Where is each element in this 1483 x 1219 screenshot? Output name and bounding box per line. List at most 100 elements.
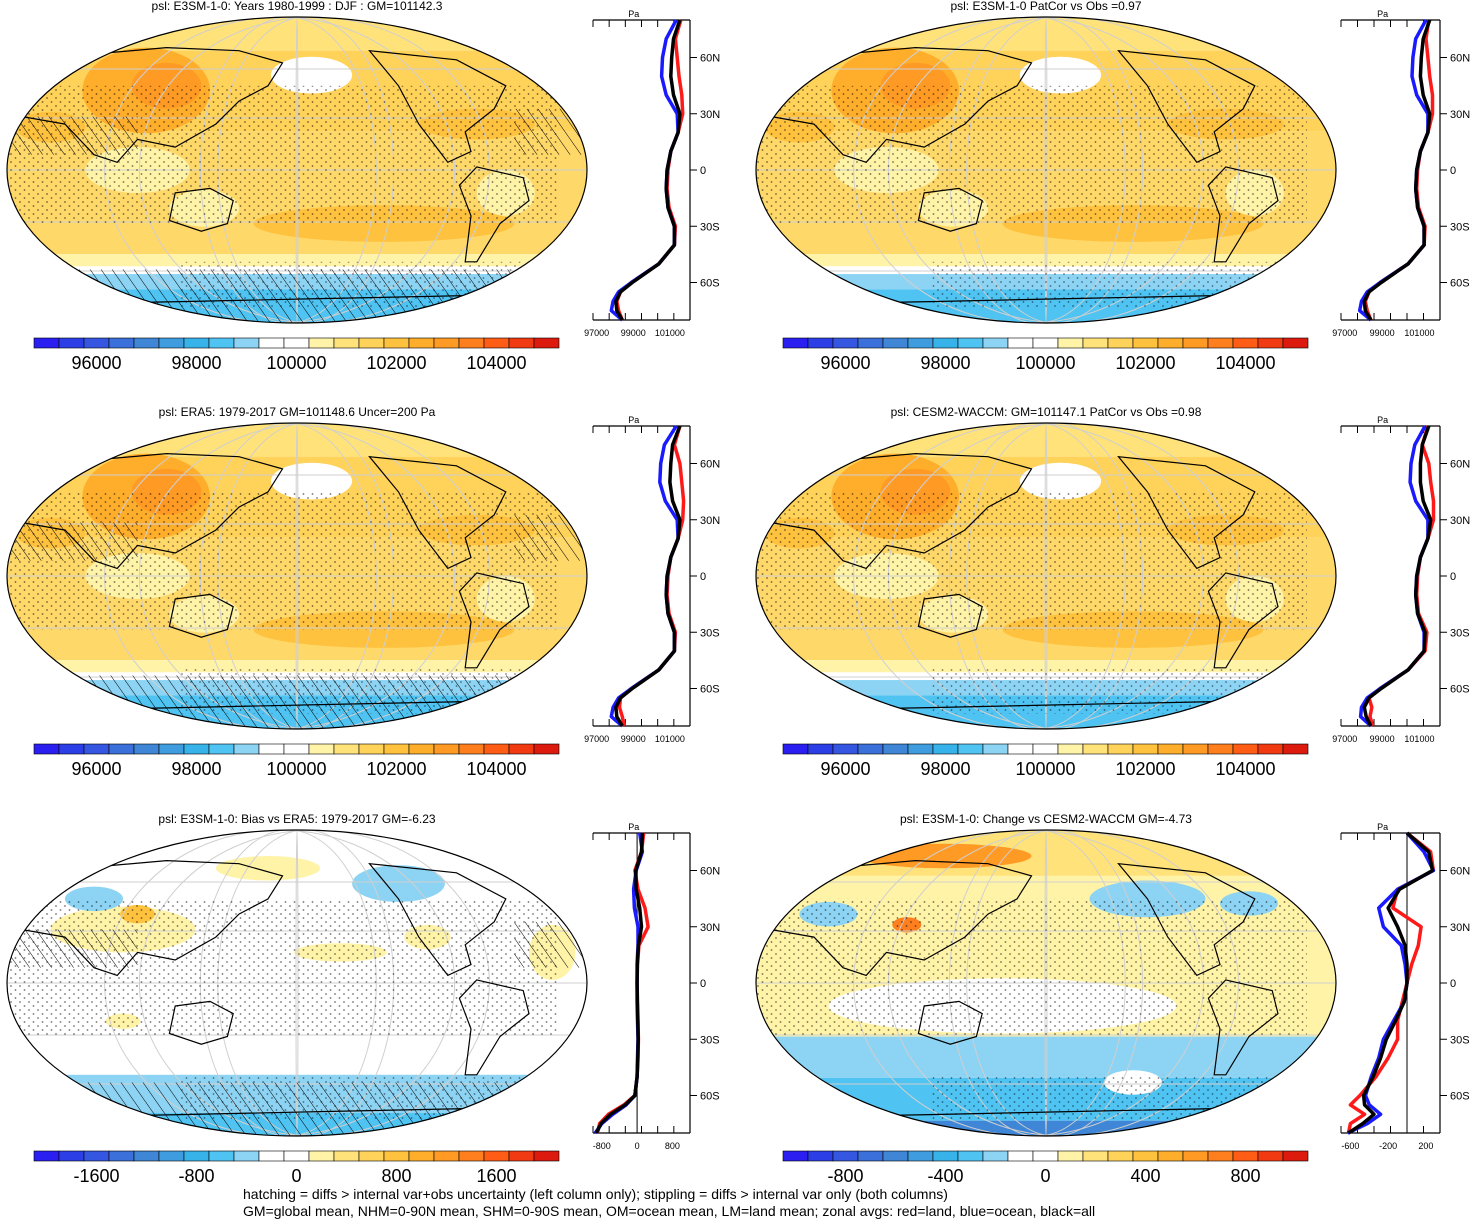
coastline-greenland [1271,852,1308,883]
colorbar-swatch [1107,337,1134,349]
colorbar-tick-label: 104000 [466,759,526,779]
colorbar-swatch [1032,743,1059,755]
field-blob [215,856,321,881]
colorbar-swatch [83,337,110,349]
panel-row2-left: psl: ERA5: 1979-2017 GM=101148.6 Uncer=2… [6,405,720,779]
colorbar-tick-label: 102000 [1115,759,1175,779]
colorbar-swatch [982,743,1009,755]
colorbar-swatch [807,1150,834,1162]
colorbar-swatch [1057,743,1084,755]
colorbar-swatch [108,1150,135,1162]
colorbar-swatch [358,743,385,755]
zonal-y-tick-label: 30N [1450,515,1470,527]
map-border [6,16,588,324]
colorbar-swatch [882,1150,909,1162]
colorbar-swatch [58,337,85,349]
colorbar-swatch [932,337,959,349]
zonal-y-tick-label: 30N [700,109,720,121]
footer-legend-line-1: hatching = diffs > internal var+obs unce… [243,1186,948,1202]
coastline-eurasia [20,46,284,163]
colorbar-swatch [1232,743,1259,755]
map-border [6,422,588,730]
colorbar-tick-label: 400 [1130,1166,1160,1186]
colorbar-swatch [1082,1150,1109,1162]
zonal-x-tick-label: -600 [1341,1141,1359,1151]
map-field [756,17,1336,323]
colorbar-swatch [1232,1150,1259,1162]
zonal-y-tick-label: 60N [700,459,720,471]
colorbar-swatch [1282,337,1309,349]
colorbar-swatch [258,1150,285,1162]
colorbar-swatch [183,1150,210,1162]
colorbar-tick-label: 98000 [171,353,221,373]
zonal-series-all [614,19,682,321]
colorbar-swatch [1007,337,1034,349]
colorbar-swatch [1182,1150,1209,1162]
hatching [514,514,587,561]
hatching [514,921,587,968]
coastline-south-america [458,979,530,1076]
hatching [7,675,587,729]
zonal-x-tick-label: -200 [1379,1141,1397,1151]
colorbar-tick-label: 800 [381,1166,411,1186]
colorbar-swatch [33,743,60,755]
zonal-unit-label: Pa [628,415,639,425]
field-blob [270,56,353,94]
colorbar-swatch [1032,1150,1059,1162]
coastline-north-america [368,49,507,164]
colorbar-swatch [857,743,884,755]
colorbar-swatch [33,337,60,349]
coastline-eurasia [20,859,284,977]
zonal-x-tick-label: 101000 [655,734,685,744]
colorbar-swatch [333,743,360,755]
colorbar-swatch [1157,743,1184,755]
zonal-x-tick-label: 200 [1418,1141,1433,1151]
zonal-series-all [614,425,682,727]
colorbar-swatch [807,337,834,349]
colorbar-swatch [1032,337,1059,349]
colorbar-swatch [383,337,410,349]
colorbar-swatch [183,743,210,755]
colorbar-swatch [108,337,135,349]
coastline-eurasia [20,452,284,570]
zonal-series-land [617,425,686,727]
colorbar-swatch [33,1150,60,1162]
stippling [756,85,1307,224]
colorbar-swatch [957,337,984,349]
zonal-y-tick-label: 0 [700,571,706,583]
colorbar-tick-label: 96000 [820,759,870,779]
colorbar-swatch [982,337,1009,349]
panel-row3-right: psl: E3SM-1-0: Change vs CESM2-WACCM GM=… [755,812,1470,1186]
colorbar-swatch [383,1150,410,1162]
zonal-x-tick-label: 99000 [1370,734,1395,744]
coastline-greenland [1271,39,1308,70]
colorbar-swatch [83,1150,110,1162]
colorbar-swatch [1257,743,1284,755]
colorbar-swatch [907,337,934,349]
colorbar-swatch [158,743,185,755]
colorbar-tick-label: 100000 [266,353,326,373]
coastline-australia [917,593,983,638]
colorbar-swatch [1107,1150,1134,1162]
colorbar-swatch [508,337,535,349]
map-border [755,422,1337,730]
colorbar-swatch [1132,743,1159,755]
colorbar-swatch [1007,1150,1034,1162]
zonal-unit-label: Pa [1377,9,1388,19]
colorbar-swatch [258,337,285,349]
zonal-y-tick-label: 60S [700,1091,720,1103]
colorbar-swatch [1182,337,1209,349]
colorbar-swatch [882,743,909,755]
zonal-x-tick-label: 99000 [621,734,646,744]
zonal-series-land [595,832,650,1134]
colorbar-swatch [433,1150,460,1162]
zonal-series-all [1362,19,1432,321]
zonal-x-tick-label: 101000 [1404,328,1434,338]
colorbar-tick-label: 98000 [920,759,970,779]
panel-row2-right: psl: CESM2-WACCM: GM=101147.1 PatCor vs … [755,405,1470,779]
zonal-y-tick-label: 60S [1450,278,1470,290]
colorbar-swatch [1157,1150,1184,1162]
colorbar-swatch [483,1150,510,1162]
hatching [7,1082,587,1136]
zonal-y-tick-label: 30S [1450,221,1470,233]
